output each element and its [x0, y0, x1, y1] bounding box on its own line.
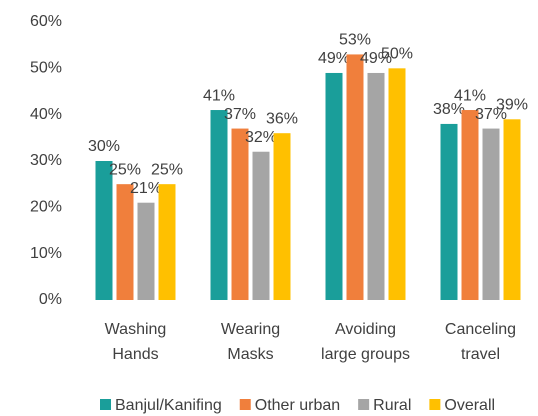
value-label: 36%	[266, 110, 298, 127]
value-label: 25%	[151, 161, 183, 178]
bar	[388, 68, 406, 300]
bar	[137, 202, 155, 300]
bar	[210, 110, 228, 301]
y-tick-label: 10%	[30, 245, 62, 262]
legend-swatch	[429, 399, 441, 410]
bar	[461, 110, 479, 301]
y-tick-label: 0%	[39, 291, 62, 308]
legend-label: Banjul/Kanifing	[115, 397, 222, 414]
x-tick-label: Hands	[112, 346, 158, 363]
value-label: 41%	[203, 87, 235, 104]
x-tick-label: Washing	[105, 321, 167, 338]
bar	[440, 123, 458, 300]
y-tick-label: 50%	[30, 60, 62, 77]
value-label: 37%	[224, 106, 256, 123]
value-label: 25%	[109, 161, 141, 178]
bar	[252, 151, 270, 300]
y-tick-label: 40%	[30, 106, 62, 123]
value-label: 41%	[454, 87, 486, 104]
value-label: 38%	[433, 101, 465, 118]
x-tick-label: travel	[461, 346, 500, 363]
bar	[482, 128, 500, 300]
y-tick-label: 60%	[30, 13, 62, 30]
value-label: 39%	[496, 97, 528, 114]
value-label: 30%	[88, 138, 120, 155]
legend-swatch	[100, 399, 111, 410]
bar	[367, 72, 385, 300]
x-tick-label: Masks	[227, 346, 273, 363]
bar	[325, 72, 343, 300]
value-label: 50%	[381, 46, 413, 63]
bar	[503, 119, 521, 300]
legend-swatch	[239, 399, 251, 410]
y-tick-label: 20%	[30, 199, 62, 216]
x-tick-label: Wearing	[221, 321, 280, 338]
bar	[95, 161, 113, 300]
legend-label: Rural	[373, 397, 411, 414]
y-tick-label: 30%	[30, 152, 62, 169]
x-tick-label: large groups	[321, 346, 410, 363]
value-label: 21%	[130, 180, 162, 197]
bar	[158, 184, 176, 300]
bar	[273, 133, 291, 300]
x-tick-label: Avoiding	[335, 321, 396, 338]
legend-label: Overall	[444, 397, 495, 414]
value-label: 53%	[339, 32, 371, 49]
value-label: 37%	[475, 106, 507, 123]
value-label: 32%	[245, 129, 277, 146]
bar	[231, 128, 249, 300]
value-label: 49%	[360, 50, 392, 67]
value-label: 49%	[318, 50, 350, 67]
bar	[346, 54, 364, 300]
x-tick-label: Canceling	[445, 321, 516, 338]
legend-label: Other urban	[255, 397, 340, 414]
bar	[116, 184, 134, 300]
legend-swatch	[358, 399, 370, 410]
